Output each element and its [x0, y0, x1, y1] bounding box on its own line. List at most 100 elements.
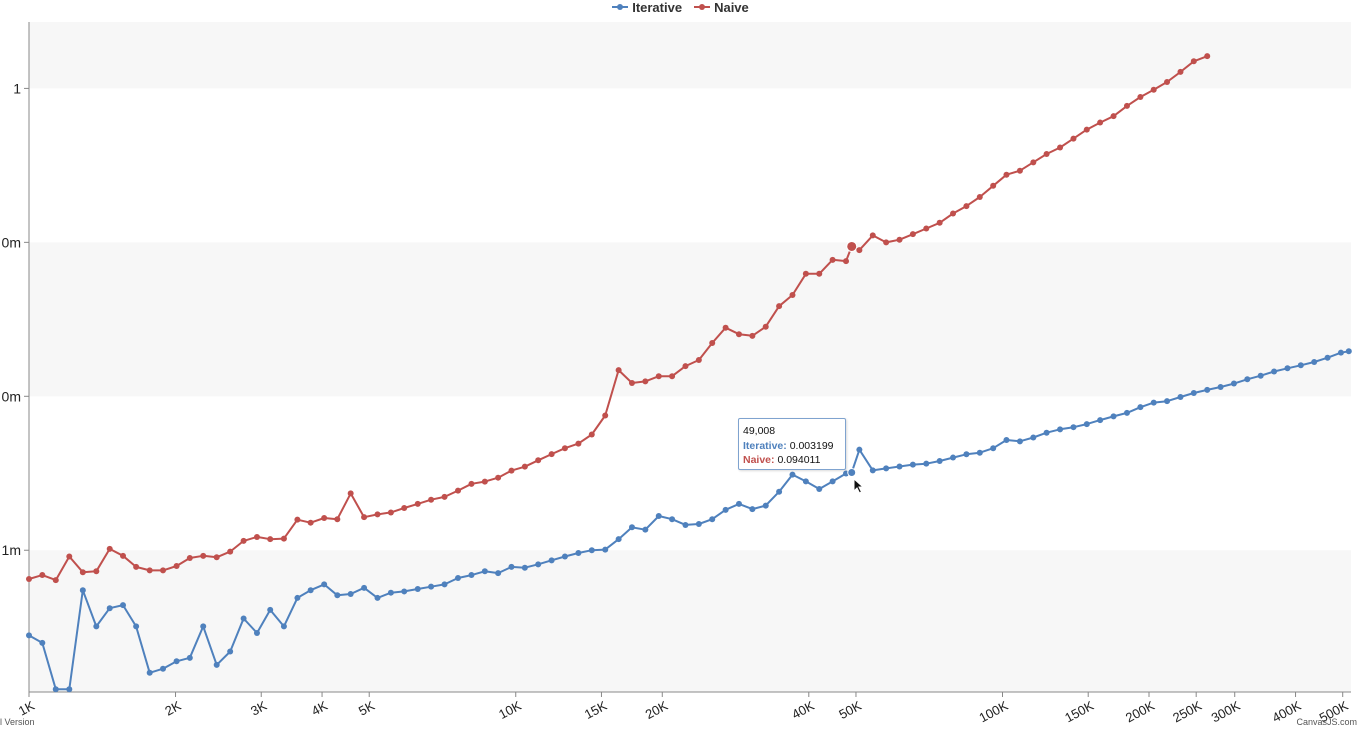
data-point-naive	[869, 232, 876, 239]
data-point-iterative	[588, 547, 595, 554]
x-tick-label: 20K	[643, 698, 671, 722]
data-point-naive	[321, 514, 328, 521]
data-point-naive	[26, 576, 32, 583]
series-iterative	[26, 348, 1352, 693]
x-tick-label: 5K	[356, 698, 377, 719]
data-point-iterative	[1204, 386, 1211, 393]
data-point-iterative	[950, 454, 957, 461]
legend-label-naive: Naive	[714, 0, 749, 15]
data-point-iterative	[1217, 383, 1224, 390]
data-point-iterative	[602, 546, 609, 553]
x-tick-label: 200K	[1123, 698, 1157, 726]
data-point-iterative	[682, 521, 689, 528]
data-point-iterative	[1190, 390, 1197, 397]
data-point-iterative	[200, 623, 207, 630]
data-point-naive	[669, 373, 676, 380]
data-point-iterative	[1030, 434, 1037, 441]
data-point-naive	[106, 545, 113, 552]
data-point-iterative	[1123, 409, 1130, 416]
legend-marker-iterative	[612, 1, 629, 13]
data-point-naive	[1097, 119, 1104, 126]
data-point-iterative	[481, 568, 488, 575]
data-point-naive	[280, 535, 287, 542]
data-point-naive	[1110, 113, 1117, 120]
data-point-naive	[602, 412, 609, 419]
data-point-naive	[79, 569, 86, 576]
data-point-iterative	[307, 587, 314, 594]
data-point-naive	[1083, 126, 1090, 133]
data-point-naive	[468, 480, 475, 487]
data-point-naive	[133, 563, 140, 570]
data-point-iterative	[1257, 372, 1264, 379]
data-point-iterative	[847, 467, 857, 477]
data-point-iterative	[829, 478, 836, 485]
tooltip-row-iterative: Iterative: 0.003199	[743, 439, 841, 454]
data-point-iterative	[1337, 349, 1344, 356]
x-tick-label: 50K	[836, 698, 864, 722]
data-point-iterative	[963, 451, 970, 458]
data-point-naive	[1150, 86, 1157, 93]
data-point-iterative	[535, 561, 542, 568]
data-point-iterative	[896, 463, 903, 470]
data-point-naive	[1137, 93, 1144, 100]
data-point-naive	[695, 357, 702, 364]
data-point-naive	[213, 554, 220, 561]
data-point-iterative	[883, 465, 890, 472]
data-point-naive	[401, 505, 408, 512]
data-point-naive	[1123, 102, 1130, 109]
data-point-iterative	[722, 506, 729, 513]
data-point-iterative	[160, 665, 167, 672]
data-point-iterative	[146, 669, 153, 676]
data-point-iterative	[441, 581, 448, 588]
data-point-naive	[789, 292, 796, 299]
data-point-naive	[347, 490, 354, 497]
data-point-iterative	[1070, 424, 1077, 431]
data-point-naive	[588, 431, 595, 438]
data-point-naive	[186, 555, 193, 562]
x-tick-label: 3K	[248, 698, 269, 719]
data-point-naive	[1043, 150, 1050, 157]
data-point-iterative	[173, 658, 180, 665]
data-point-iterative	[990, 445, 997, 452]
data-point-iterative	[267, 606, 274, 613]
data-point-naive	[535, 457, 542, 464]
data-point-naive	[200, 552, 207, 559]
data-point-iterative	[280, 623, 287, 630]
series-naive	[26, 53, 1211, 584]
data-point-naive	[802, 270, 809, 277]
data-point-iterative	[106, 605, 113, 612]
data-point-iterative	[1057, 426, 1064, 433]
data-point-iterative	[227, 648, 234, 655]
data-point-naive	[776, 303, 783, 310]
data-point-naive	[1003, 171, 1010, 178]
data-point-naive	[642, 378, 649, 385]
data-point-iterative	[1003, 437, 1010, 444]
data-point-iterative	[521, 564, 528, 571]
legend-item-iterative[interactable]: Iterative	[612, 0, 682, 15]
data-point-iterative	[428, 583, 435, 590]
data-point-iterative	[1284, 365, 1291, 372]
data-point-naive	[883, 239, 890, 246]
data-point-iterative	[856, 446, 863, 453]
legend-item-naive[interactable]: Naive	[694, 0, 749, 15]
data-point-naive	[682, 363, 689, 370]
x-tick-label: 250K	[1170, 698, 1204, 726]
credit-left: l Version	[0, 717, 35, 727]
x-tick-label: 150K	[1062, 698, 1096, 726]
data-point-naive	[816, 270, 823, 277]
x-tick-label: 10K	[496, 698, 524, 722]
data-point-naive	[521, 463, 528, 470]
data-point-iterative	[361, 584, 368, 591]
data-point-iterative	[79, 587, 86, 594]
data-point-naive	[267, 536, 274, 543]
data-point-naive	[361, 514, 368, 521]
data-point-naive	[334, 516, 341, 523]
data-point-iterative	[508, 563, 515, 570]
data-point-naive	[374, 511, 381, 518]
data-point-naive	[414, 500, 421, 507]
x-tick-label: 4K	[309, 698, 330, 719]
data-point-iterative	[455, 575, 462, 582]
credit-canvasjs[interactable]: CanvasJS.com	[1296, 717, 1357, 727]
data-point-iterative	[1137, 404, 1144, 411]
data-point-naive	[173, 563, 180, 570]
